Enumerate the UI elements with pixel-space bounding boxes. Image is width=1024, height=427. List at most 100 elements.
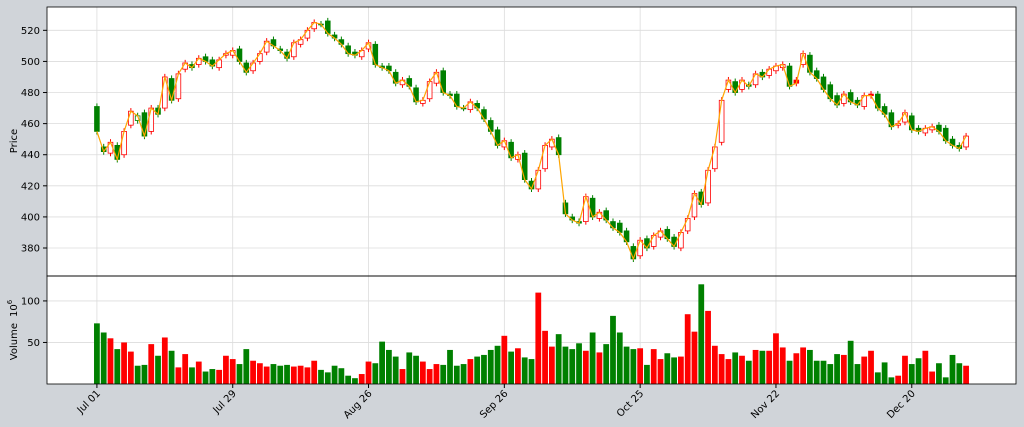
volume-bar — [936, 363, 942, 384]
candle-body — [168, 78, 175, 101]
volume-bar — [576, 343, 582, 384]
volume-bar — [739, 355, 745, 384]
volume-bar — [263, 366, 270, 384]
volume-bar — [121, 342, 127, 384]
x-tick-label: Jul 01 — [75, 388, 103, 416]
volume-bar — [949, 354, 956, 384]
volume-bar — [148, 344, 155, 384]
volume-bar — [189, 367, 195, 384]
volume-bar — [277, 365, 284, 384]
candle-body — [542, 144, 548, 170]
volume-bar — [487, 349, 494, 384]
close-line — [96, 21, 967, 261]
volume-bar — [318, 369, 324, 384]
candle-body — [766, 68, 772, 76]
volume-bar — [440, 364, 447, 384]
volume-bar — [657, 359, 664, 384]
volume-bar — [752, 349, 759, 384]
volume-bar — [902, 355, 908, 384]
volume-bar — [501, 335, 508, 384]
volume-bar — [453, 365, 460, 384]
volume-bar — [202, 371, 209, 384]
volume-bar — [582, 350, 589, 384]
volume-bar — [127, 351, 134, 384]
candle-body — [752, 73, 759, 86]
y-tick-label: 520 — [21, 26, 40, 37]
volume-bar — [759, 350, 766, 384]
volume-bar — [596, 352, 603, 384]
volume-bar — [94, 323, 100, 384]
price-axis-label: Price — [9, 129, 20, 153]
volume-bar — [678, 356, 684, 384]
volume-bar — [270, 364, 277, 384]
candle-body — [589, 197, 596, 218]
volume-bar — [182, 354, 189, 384]
volume-bar — [331, 365, 338, 384]
volume-bar — [358, 374, 365, 384]
volume-bar — [691, 331, 698, 384]
x-tick-label: Nov 22 — [749, 388, 782, 421]
candle-body — [148, 107, 155, 132]
volume-bar — [284, 364, 290, 384]
x-tick-label: Oct 25 — [615, 388, 646, 419]
candle-body — [291, 42, 297, 58]
volume-axis-label: Volume 106 — [6, 299, 20, 360]
candle-body — [257, 53, 263, 62]
volume-label: Volume — [9, 323, 20, 360]
volume-bar — [555, 334, 562, 384]
volume-bar — [820, 360, 827, 384]
volume-bar — [705, 310, 711, 384]
volume-bar — [236, 364, 243, 384]
volume-bar — [474, 356, 481, 384]
y-tick-label: 460 — [21, 119, 40, 130]
volume-bar — [508, 351, 515, 384]
volume-bar — [175, 367, 182, 384]
volume-bar — [623, 346, 630, 384]
candle-body — [121, 130, 127, 156]
volume-bar — [467, 359, 474, 384]
volume-bar — [840, 354, 847, 384]
x-tick-label: Aug 26 — [342, 388, 375, 421]
volume-bar — [365, 361, 372, 384]
candle-body — [535, 169, 542, 190]
volume-bar — [243, 349, 250, 384]
volume-bar — [460, 364, 467, 384]
plot-background — [47, 7, 1016, 384]
candle-body — [807, 54, 813, 73]
volume-bar — [786, 360, 793, 384]
volume-bar — [684, 314, 691, 384]
y-tick-label: 100 — [21, 296, 40, 307]
volume-bar — [725, 359, 732, 384]
candle-body — [705, 169, 711, 204]
volume-bar — [847, 340, 854, 384]
volume-bar — [616, 332, 623, 384]
volume-bar — [338, 368, 345, 384]
volume-bar — [963, 365, 969, 384]
volume-bar — [392, 356, 399, 384]
volume-bar — [929, 371, 936, 384]
volume-bar — [352, 378, 358, 384]
volume-bar — [773, 333, 779, 384]
volume-bar — [515, 348, 521, 384]
volume-bar — [134, 365, 141, 384]
volume-bar — [114, 349, 121, 384]
candle-body — [487, 120, 494, 132]
volume-bar — [100, 332, 107, 384]
volume-bar — [229, 359, 236, 384]
volume-bar — [664, 353, 671, 384]
volume-bar — [922, 350, 929, 384]
volume-bar — [834, 354, 840, 384]
y-tick-label: 400 — [21, 212, 40, 223]
candle-body — [786, 65, 793, 87]
volume-bar — [209, 369, 216, 384]
candle-body — [650, 235, 657, 247]
candle-body — [963, 135, 969, 148]
volume-bar — [861, 356, 868, 384]
y-tick-label: 480 — [21, 88, 40, 99]
candle-body — [94, 106, 100, 132]
volume-bar — [827, 364, 834, 384]
volume-bar — [644, 364, 650, 384]
y-tick-label: 50 — [27, 338, 40, 349]
volume-bar — [542, 330, 548, 384]
